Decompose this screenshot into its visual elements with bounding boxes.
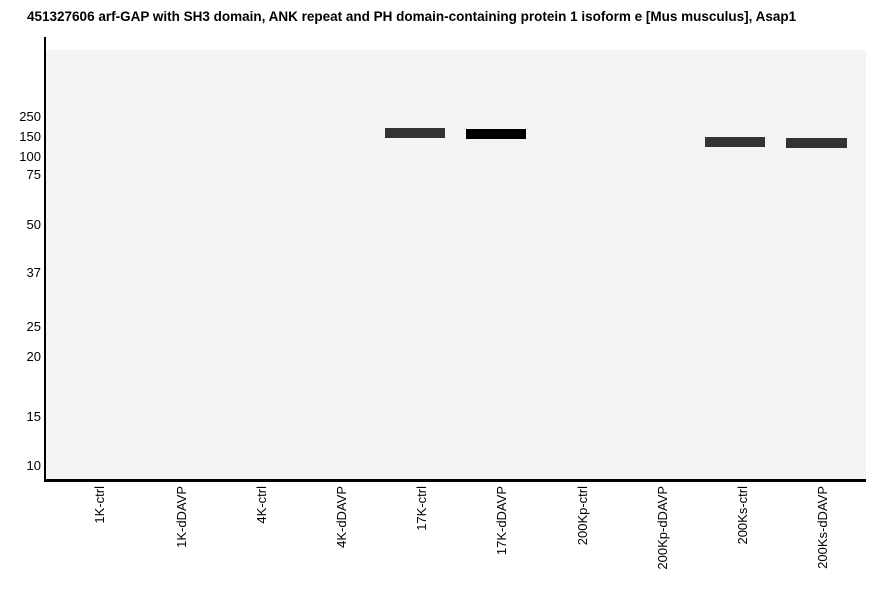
protein-band xyxy=(786,138,847,148)
lane-label: 1K-dDAVP xyxy=(173,486,189,548)
lane-label: 4K-ctrl xyxy=(253,486,269,524)
y-tick-label: 20 xyxy=(26,349,41,364)
gel-plot-area xyxy=(46,50,866,479)
protein-band xyxy=(705,137,765,147)
y-tick-label: 75 xyxy=(26,167,41,182)
lane-label: 200Kp-ctrl xyxy=(574,486,590,546)
lane-label: 17K-dDAVP xyxy=(493,486,509,556)
x-axis-line xyxy=(44,479,866,482)
y-tick-label: 25 xyxy=(26,319,41,334)
lane-label: 4K-dDAVP xyxy=(333,486,349,548)
y-axis-line xyxy=(44,37,46,481)
y-tick-label: 150 xyxy=(19,129,41,144)
y-tick-label: 10 xyxy=(26,458,41,473)
figure-title: 451327606 arf-GAP with SH3 domain, ANK r… xyxy=(27,9,797,24)
y-tick-label: 15 xyxy=(26,409,41,424)
protein-band xyxy=(385,128,445,138)
y-tick-label: 250 xyxy=(19,109,41,124)
lane-label: 200Ks-dDAVP xyxy=(814,486,830,569)
protein-band xyxy=(466,129,526,139)
lane-label: 200Kp-dDAVP xyxy=(654,486,670,570)
y-tick-label: 50 xyxy=(26,217,41,232)
lane-label: 17K-ctrl xyxy=(413,486,429,531)
lane-label: 1K-ctrl xyxy=(91,486,107,524)
y-tick-label: 37 xyxy=(26,265,41,280)
lane-label: 200Ks-ctrl xyxy=(734,486,750,545)
y-tick-label: 100 xyxy=(19,149,41,164)
